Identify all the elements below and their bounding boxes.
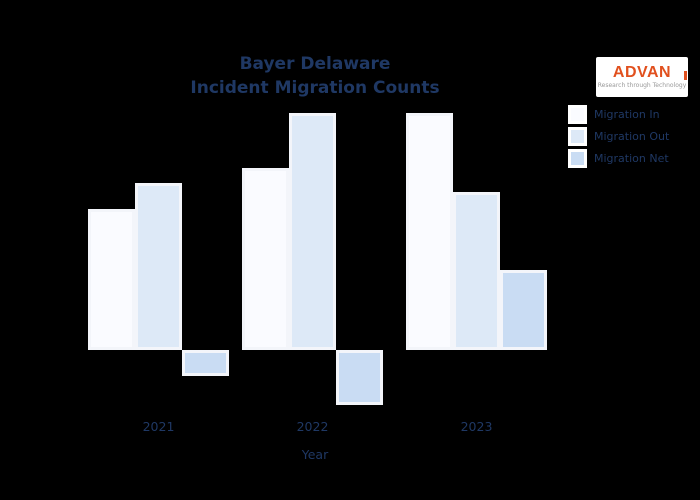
advan-logo-accent-mark xyxy=(684,71,687,80)
legend-swatch xyxy=(568,148,587,168)
advan-logo: ADVAN Research through Technology xyxy=(596,57,688,97)
advan-logo-tagline: Research through Technology xyxy=(597,82,687,89)
chart-title-line1: Bayer Delaware xyxy=(239,54,391,74)
advan-logo-wordmark: ADVAN xyxy=(612,64,672,81)
bar xyxy=(135,183,182,350)
x-tick-label: 2021 xyxy=(142,419,175,434)
x-tick-label: 2023 xyxy=(460,419,493,434)
bar xyxy=(500,270,547,350)
bar xyxy=(453,192,500,350)
x-tick-label: 2022 xyxy=(296,419,329,434)
legend-label: Migration In xyxy=(594,107,660,121)
bar xyxy=(289,113,336,350)
legend-item: Migration Out xyxy=(568,125,669,147)
chart-title: Bayer Delaware Incident Migration Counts xyxy=(85,52,545,100)
legend-label: Migration Net xyxy=(594,151,669,165)
bar xyxy=(336,350,383,405)
x-axis-title: Year xyxy=(301,447,329,462)
chart-title-line2: Incident Migration Counts xyxy=(190,78,440,98)
bar xyxy=(182,350,229,376)
legend: Migration In Migration Out Migration Net xyxy=(568,103,669,169)
bar xyxy=(406,113,453,350)
legend-swatch xyxy=(568,104,587,124)
legend-swatch xyxy=(568,126,587,146)
bar xyxy=(242,168,289,350)
legend-item: Migration Net xyxy=(568,147,669,169)
bar xyxy=(88,209,135,350)
legend-item: Migration In xyxy=(568,103,669,125)
legend-label: Migration Out xyxy=(594,129,670,143)
